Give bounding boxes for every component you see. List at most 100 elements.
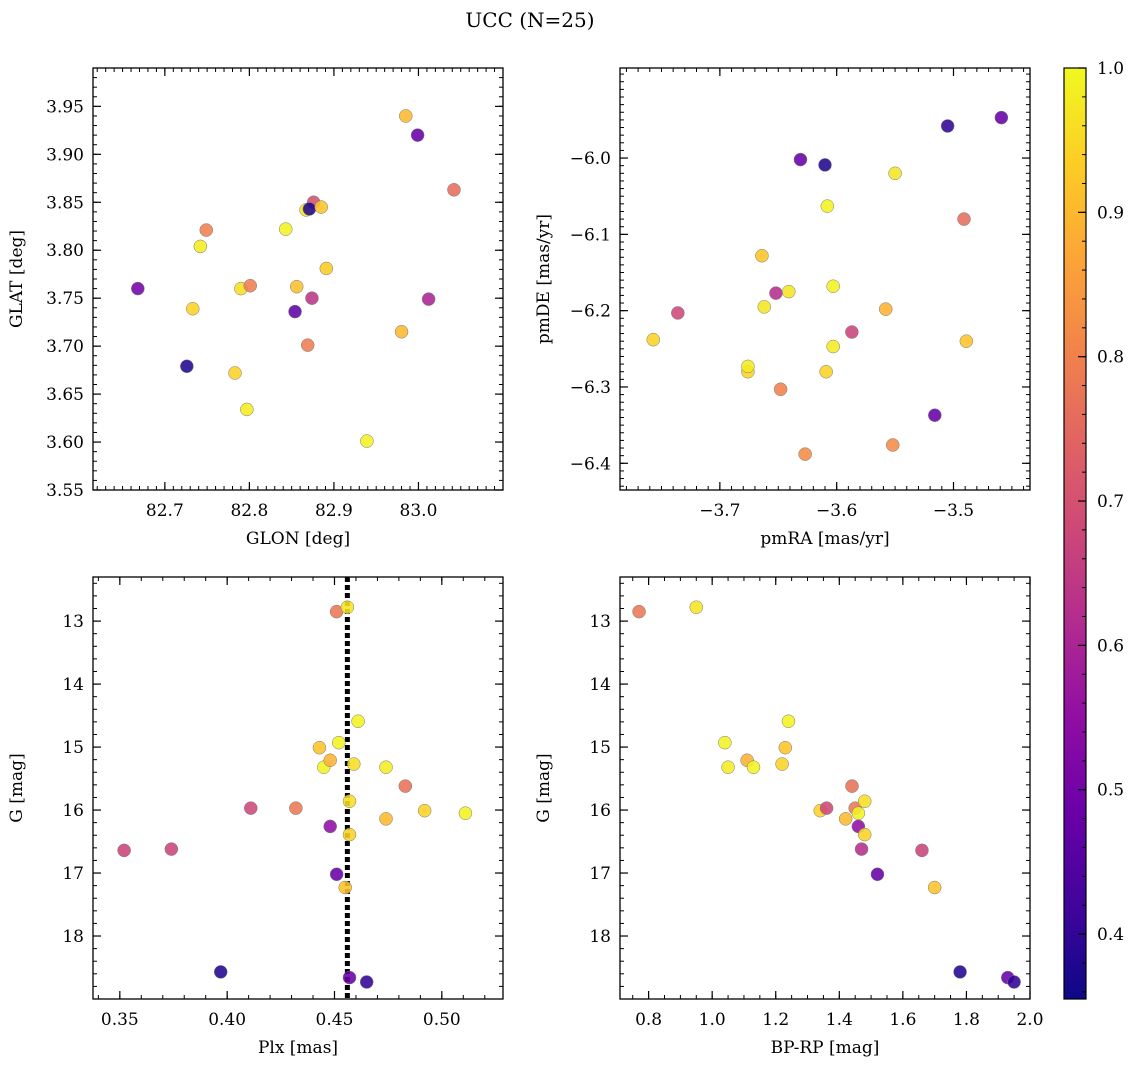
scatter-point <box>458 806 473 820</box>
minor-ticks <box>620 577 1031 1000</box>
scatter-point <box>342 794 357 808</box>
scatter-panel-1: 82.7 82.8 82.9 83.0 3.55 3.60 3.65 3.70 3.75 3.80… <box>7 67 504 549</box>
scatter-panel-3: 0.35 0.40 0.45 0.50 13 14 15 16 17 18 Plx [mas] G [… <box>7 576 504 1058</box>
y-axis-label: G [mag] <box>7 753 27 822</box>
colorbar: 0.4 0.5 0.6 0.7 0.8 0.9 1.0 <box>1063 59 1124 1000</box>
y-tick-label: 3.65 <box>46 385 84 405</box>
x-axis-label: pmRA [mas/yr] <box>760 529 889 549</box>
scatter-point <box>278 222 293 236</box>
scatter-point <box>818 158 832 172</box>
y-tick-label: 16 <box>62 801 84 821</box>
x-tick-label: 0.45 <box>316 1010 354 1030</box>
x-tick-label: 0.50 <box>423 1010 461 1030</box>
scatter-point <box>289 279 304 294</box>
axes-frame <box>92 576 504 1000</box>
scatter-point <box>878 302 893 316</box>
scatter-point <box>398 779 413 793</box>
scatter-point <box>342 827 357 842</box>
scatter-point <box>117 843 131 858</box>
figure-title: UCC (N=25) <box>465 8 594 32</box>
scatter-point <box>857 827 872 842</box>
x-tick-label: −3.5 <box>933 501 974 521</box>
scatter-point <box>319 261 334 276</box>
scatter-point <box>399 109 413 123</box>
x-tick-label: 82.9 <box>315 501 353 521</box>
scatter-point <box>359 975 374 989</box>
colorbar-gradient <box>1064 68 1086 999</box>
y-tick-label: 17 <box>589 864 611 884</box>
y-tick-label: −6.1 <box>570 225 611 245</box>
scatter-point <box>915 843 929 858</box>
scatter-point <box>323 753 337 768</box>
y-tick-label: 14 <box>62 675 84 695</box>
y-tick-label: 13 <box>62 612 84 632</box>
x-tick-label: 0.40 <box>208 1010 246 1030</box>
scatter-point <box>302 202 317 216</box>
y-tick-label: 3.60 <box>46 433 84 453</box>
scatter-points <box>131 109 461 448</box>
minor-ticks <box>93 577 503 1000</box>
scatter-point <box>379 760 393 774</box>
scatter-point <box>798 447 812 461</box>
scatter-point <box>351 714 365 728</box>
scatter-points <box>646 110 1009 461</box>
y-tick-label: −6.4 <box>570 454 611 474</box>
scatter-point <box>394 325 409 339</box>
scatter-point <box>928 408 942 422</box>
scatter-point <box>689 600 704 614</box>
axes-frame <box>92 67 504 491</box>
axes-frame <box>619 576 1031 1000</box>
colorbar-tick-label: 0.6 <box>1097 636 1124 656</box>
scatter-point <box>193 239 208 254</box>
x-tick-label: 0.8 <box>635 1010 662 1030</box>
colorbar-tick-label: 0.4 <box>1097 925 1124 945</box>
scatter-point <box>329 867 344 882</box>
scatter-point <box>741 359 755 374</box>
y-axis-label: GLAT [deg] <box>7 230 27 328</box>
y-tick-label: 16 <box>589 801 611 821</box>
y-tick-label: 13 <box>589 612 611 632</box>
y-tick-label: −6.0 <box>570 149 611 169</box>
scatter-point <box>300 338 315 352</box>
x-tick-label: −3.7 <box>699 501 740 521</box>
scatter-point <box>957 212 971 226</box>
scatter-point <box>228 366 242 380</box>
scatter-point <box>447 183 461 197</box>
scatter-point <box>180 359 194 374</box>
scatter-point <box>289 801 303 815</box>
x-tick-label: 1.0 <box>699 1010 726 1030</box>
scatter-point <box>854 842 869 856</box>
x-tick-label: −3.6 <box>816 501 857 521</box>
scatter-point <box>927 880 942 895</box>
x-tick-label: 1.6 <box>889 1010 916 1030</box>
scatter-point <box>288 304 302 319</box>
scatter-point <box>671 306 685 320</box>
y-tick-label: 3.75 <box>46 289 84 309</box>
scatter-point <box>769 286 783 300</box>
scatter-point <box>888 166 902 181</box>
scatter-point <box>213 965 228 979</box>
x-tick-label: 0.35 <box>101 1010 139 1030</box>
scatter-point <box>646 332 661 347</box>
scatter-point <box>819 801 834 815</box>
scatter-point <box>746 760 761 774</box>
y-tick-label: 3.85 <box>46 193 84 213</box>
scatter-point <box>959 334 974 348</box>
scatter-point <box>342 970 357 985</box>
colorbar-tick-label: 0.8 <box>1097 348 1124 368</box>
scatter-point <box>819 364 833 379</box>
scatter-point <box>338 880 352 895</box>
scatter-point <box>775 757 789 771</box>
x-axis-label: Plx [mas] <box>258 1038 338 1058</box>
scatter-point <box>718 735 732 750</box>
scatter-point <box>721 760 735 774</box>
y-tick-label: 15 <box>589 738 611 758</box>
y-tick-label: 17 <box>62 864 84 884</box>
scatter-point <box>379 812 393 826</box>
x-tick-label: 1.2 <box>762 1010 789 1030</box>
scatter-point <box>164 842 179 856</box>
scatter-point <box>332 735 346 750</box>
scatter-point <box>240 402 254 417</box>
scatter-point <box>410 128 425 142</box>
